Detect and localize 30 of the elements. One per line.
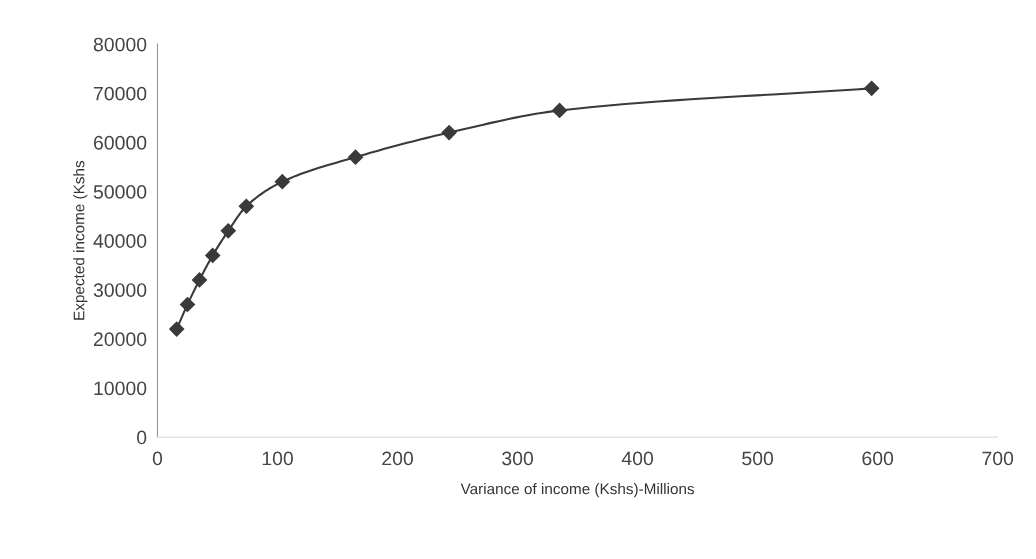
point <box>864 80 880 96</box>
point <box>220 223 236 239</box>
x-tick-label: 0 <box>152 451 163 466</box>
point <box>191 272 208 288</box>
y-tick-label: 20000 <box>93 332 147 347</box>
x-tick-label: 600 <box>862 451 894 466</box>
point <box>551 102 568 119</box>
y-tick-label: 10000 <box>94 381 147 396</box>
point <box>179 296 196 313</box>
y-tick-label: 70000 <box>93 86 147 101</box>
x-tick-label: 400 <box>621 451 654 466</box>
point <box>274 174 290 190</box>
point <box>238 198 254 214</box>
y-tick-label: 30000 <box>93 283 147 298</box>
x-tick-label: 700 <box>982 451 1014 466</box>
point <box>347 149 364 165</box>
y-tick-label: 50000 <box>93 185 147 199</box>
x-tick-label: 300 <box>502 451 534 466</box>
y-tick-label: 0 <box>137 430 147 445</box>
x-tick-label: 100 <box>262 451 293 466</box>
point <box>205 247 221 263</box>
x-tick-label: 500 <box>742 451 774 466</box>
y-axis-title: Expected income (Kshs <box>73 160 88 320</box>
x-tick-label: 200 <box>382 451 413 466</box>
x-axis-title: Variance of income (Kshs)-Millions <box>460 483 695 498</box>
y-tick-label: 40000 <box>93 234 147 248</box>
y-tick-label: 60000 <box>93 135 147 150</box>
y-tick-label: 80000 <box>93 37 147 52</box>
point <box>441 125 457 141</box>
point <box>169 321 185 337</box>
